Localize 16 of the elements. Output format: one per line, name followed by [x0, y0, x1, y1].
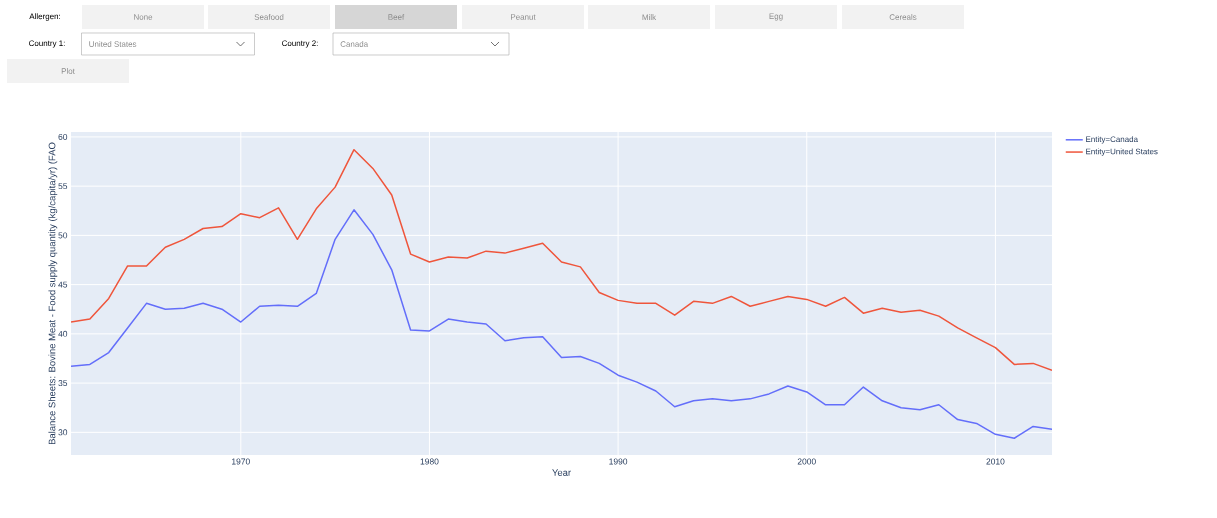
y-tick-label: 30	[58, 429, 68, 436]
line-series	[71, 209, 1053, 439]
y-tick-label: 45	[58, 281, 68, 288]
y-tick-label: 35	[58, 380, 68, 387]
x-tick-label: 2000	[797, 458, 816, 465]
x-axis-title: Year	[552, 469, 571, 476]
x-tick-label: 1990	[609, 458, 628, 465]
x-tick-label: 1980	[420, 458, 439, 465]
x-tick-label: 2010	[986, 458, 1005, 465]
y-tick-label: 60	[58, 133, 68, 140]
line-series	[71, 148, 1053, 372]
y-tick-label: 40	[58, 330, 68, 337]
y-axis-title: Balance Sheets: Bovine Meat - Food supply quantity (kg/capita/yr) (FAO	[48, 142, 58, 445]
y-tick-label: 55	[58, 183, 68, 190]
x-tick-label: 1970	[232, 458, 250, 465]
y-tick-label: 50	[58, 232, 68, 239]
